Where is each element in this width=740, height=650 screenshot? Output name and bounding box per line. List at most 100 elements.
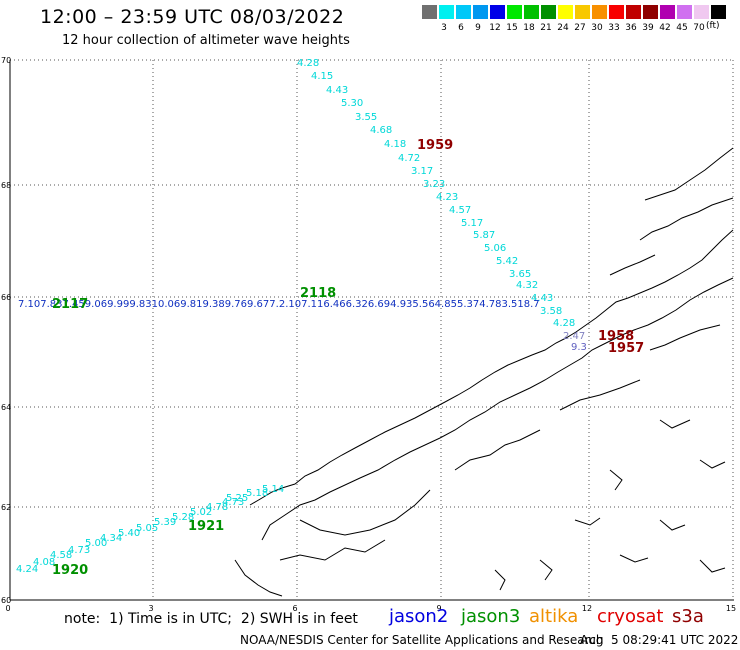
swh-value: 5.40 [118,528,140,539]
swh-value: 5.14 [262,484,284,495]
swh-value: 5.25 [226,493,248,504]
lon-tick-label: 0 [5,604,10,613]
swh-value: 4.72 [398,153,420,164]
lon-tick-label: 12 [582,604,592,613]
legend-label: 45 [676,23,688,33]
satellite-label-jason2: jason2 [389,606,449,627]
legend-label: 36 [625,23,637,33]
lake-5 [609,469,623,491]
legend-swatch [592,5,607,19]
lon-tick-label: 9 [436,604,441,613]
page-subtitle: 12 hour collection of altimeter wave hei… [62,33,350,48]
swh-value: 3.17 [411,166,433,177]
coast-north-2 [639,197,734,241]
satellite-label-jason3: jason3 [461,606,521,627]
coast-north-3 [609,254,656,276]
swh-value: 5.30 [341,98,363,109]
swh-value: 5.02 [190,507,212,518]
legend-label: 3 [441,23,447,33]
swh-value: 4.15 [311,71,333,82]
lon-tick-label: 3 [148,604,153,613]
swh-value: 5.00 [85,538,107,549]
swh-value: 4.43 [326,85,348,96]
swh-value: 4.73 [68,545,90,556]
lake-9 [699,559,726,573]
fjord-4 [559,379,641,411]
footnote: note: 1) Time is in UTC; 2) SWH is in fe… [64,611,358,627]
swh-value: 5.87 [473,230,495,241]
swh-value: 4.73 [222,497,244,508]
lake-2 [574,517,601,526]
lake-7 [659,419,691,429]
legend-label: 24 [557,23,569,33]
lat-tick-label: 66 [1,293,11,302]
swh-value: 4.57 [449,205,471,216]
legend-swatch [575,5,590,19]
swh-track-westeast: 7.107.837.459.069.999.8310.069.819.389.7… [18,299,540,310]
lon-tick-label: 6 [292,604,297,613]
legend-label: 12 [489,23,501,33]
legend-label: 27 [574,23,586,33]
legend-label: 21 [540,23,552,33]
legend-swatch [626,5,641,19]
time-label: 1958 [598,329,634,344]
legend-unit: (ft) [706,21,720,31]
swh-value: 5.39 [154,517,176,528]
legend-swatch [473,5,488,19]
legend-swatch [524,5,539,19]
swh-value: 4.34 [100,533,122,544]
swh-value: 4.78 [206,502,228,513]
coastline-inner [261,277,734,541]
lon-tick-label: 15 [726,604,736,613]
swh-value: 4.32 [516,280,538,291]
legend-swatch [643,5,658,19]
legend-label: 30 [591,23,603,33]
time-label: 1921 [188,519,224,534]
fjord-5 [649,324,721,351]
legend-swatch [439,5,454,19]
swh-value: 5.18 [246,488,268,499]
coastline [234,147,734,597]
swh-value: 4.68 [370,125,392,136]
legend-label: 70 [693,23,705,33]
time-label: 1959 [417,138,453,153]
swh-value: 5.05 [136,523,158,534]
footer-date: Aug 5 08:29:41 UTC 2022 [580,633,739,647]
satellite-label-s3a: s3a [672,606,704,627]
lat-tick-label: 68 [1,181,11,190]
swh-value: 4.28 [553,318,575,329]
time-label: 1920 [52,563,88,578]
lake-8 [539,559,553,581]
legend-label: 18 [523,23,535,33]
fjord-3 [454,429,541,471]
legend-label: 39 [642,23,654,33]
map-tick-labels: 0 3 6 9 12 15 70 68 66 64 62 60 [1,56,736,613]
coastline-main [249,229,734,506]
swh-value: 9.3 [571,342,587,353]
legend-swatch [558,5,573,19]
swh-value: 4.43 [531,293,553,304]
swh-value: 5.06 [484,243,506,254]
swh-value: 4.08 [33,557,55,568]
coast-south [234,559,283,597]
legend-label: 33 [608,23,620,33]
lat-tick-label: 70 [1,56,11,65]
legend-swatch [456,5,471,19]
swh-value: 3.23 [423,179,445,190]
satellite-label-cryosat: cryosat [597,606,664,627]
swh-value: 4.18 [384,139,406,150]
swh-value: 5.17 [461,218,483,229]
altimeter-tracks: 4.28 4.15 4.43 5.30 3.55 4.68 4.18 4.72 3.17 3.23… [16,58,587,575]
legend-swatch [677,5,692,19]
satellite-label-altika: altika [529,606,579,627]
lat-tick-label: 64 [1,403,11,412]
coast-north-1 [644,147,734,201]
legend-label: 6 [458,23,464,33]
footer-organization: NOAA/NESDIS Center for Satellite Applica… [240,633,604,647]
swh-value: 3.65 [509,269,531,280]
legend-swatch [541,5,556,19]
swh-value: 4.28 [297,58,319,69]
legend-swatch [490,5,505,19]
